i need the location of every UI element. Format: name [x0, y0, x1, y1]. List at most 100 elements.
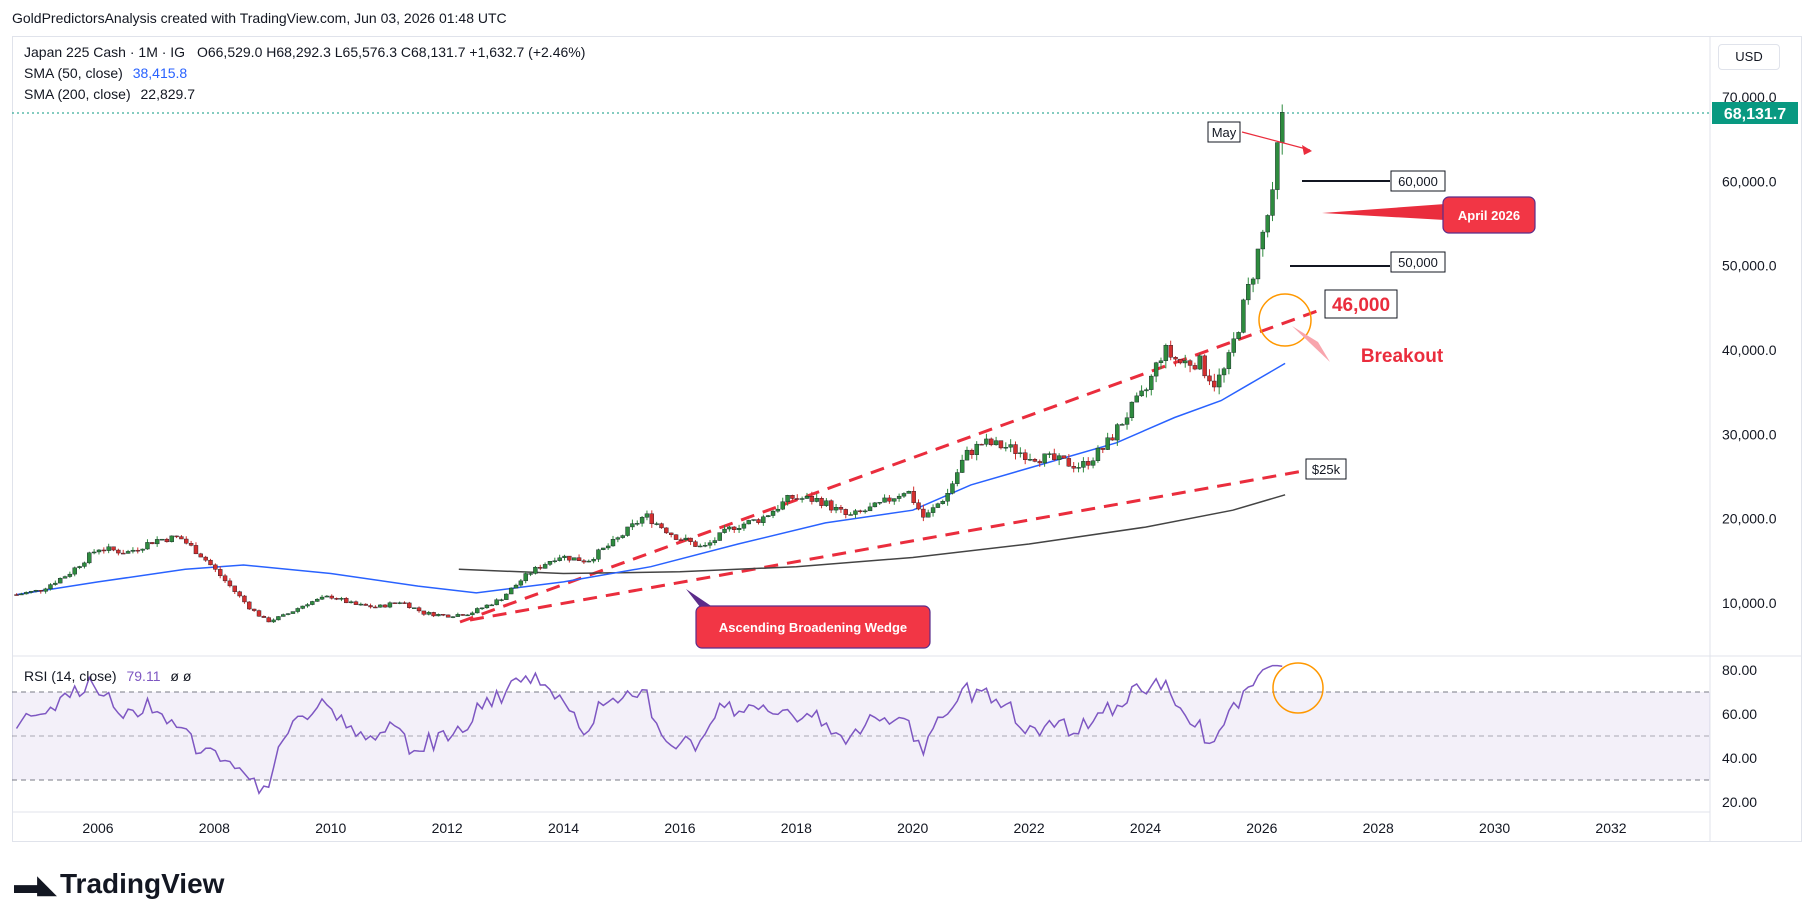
candle-body — [295, 608, 300, 612]
price-tick-label: 70,000.0 — [1722, 89, 1777, 105]
candle-body — [940, 501, 945, 504]
rsi-tick-label: 40.00 — [1722, 750, 1757, 766]
legend-sma50-label: SMA (50, close) — [24, 65, 123, 81]
legend-sma200-value: 22,829.7 — [140, 86, 196, 102]
candle-body — [1158, 360, 1164, 363]
legend-sma50-row[interactable]: SMA (50, close) 38,415.8 — [24, 65, 187, 81]
candle-body — [1100, 447, 1105, 450]
time-tick-label: 2032 — [1595, 820, 1626, 836]
candle-body — [82, 562, 87, 567]
candle-body — [635, 523, 640, 525]
candle-body — [1212, 380, 1217, 388]
candle-body — [1066, 458, 1072, 467]
price-tick-label: 10,000.0 — [1722, 595, 1777, 611]
candle-body — [538, 566, 543, 569]
candle-body — [712, 540, 718, 543]
candle-body — [1221, 368, 1227, 376]
candle-body — [232, 585, 237, 592]
candle-body — [1207, 375, 1212, 382]
tradingview-logo[interactable]: ▬◣ TradingView — [14, 868, 224, 900]
candle-body — [14, 594, 19, 596]
last-price-text: 68,131.7 — [1724, 106, 1786, 123]
candle-body — [896, 495, 902, 499]
candle-body — [1250, 278, 1256, 285]
candle-body — [533, 566, 538, 574]
candle-body — [416, 607, 422, 612]
candle-body — [867, 506, 873, 512]
time-tick-label: 2030 — [1479, 820, 1510, 836]
candle-body — [751, 519, 756, 521]
candle-body — [732, 526, 737, 530]
candle-body — [53, 582, 58, 585]
price-candles — [14, 104, 1285, 623]
candle-body — [1216, 374, 1222, 388]
candle-body — [586, 560, 591, 563]
candle-body — [950, 483, 955, 494]
candle-body — [222, 575, 228, 582]
candle-body — [1139, 390, 1144, 397]
candle-body — [256, 610, 262, 617]
candle-body — [397, 602, 402, 604]
candle-body — [921, 508, 926, 518]
rsi-axis[interactable]: 80.00 60.00 40.00 20.00 — [1722, 662, 1757, 810]
candle-body — [989, 438, 994, 446]
candle-body — [678, 539, 684, 541]
candle-body — [843, 509, 848, 515]
may-label-box — [1207, 121, 1241, 143]
candle-body — [373, 606, 378, 609]
candle-body — [1081, 461, 1086, 468]
candle-body — [591, 558, 596, 562]
time-axis[interactable]: 2006 2008 2010 2012 2014 2016 2018 2020 2022 2024… — [82, 820, 1626, 836]
candle-body — [547, 561, 553, 565]
candle-body — [1255, 248, 1261, 280]
candle-body — [829, 500, 834, 511]
legend-symbol-row[interactable]: Japan 225 Cash · 1M · IG O66,529.0 H68,2… — [24, 44, 585, 60]
wedge-callout — [695, 605, 931, 649]
tradingview-logo-text: TradingView — [60, 868, 225, 899]
candle-body — [281, 614, 286, 617]
candle-body — [135, 549, 140, 552]
candle-body — [1246, 284, 1251, 301]
chart-frame[interactable] — [12, 36, 1802, 842]
candle-body — [804, 496, 810, 499]
candle-body — [799, 498, 805, 500]
candle-body — [431, 612, 436, 617]
candle-body — [916, 502, 921, 510]
candle-body — [91, 551, 97, 554]
time-tick-label: 2024 — [1130, 820, 1161, 836]
candle-body — [998, 440, 1004, 449]
candle-body — [1241, 299, 1246, 333]
candle-body — [24, 592, 29, 595]
candle-body — [892, 498, 897, 502]
candle-body — [926, 512, 931, 518]
candle-body — [339, 598, 344, 600]
april-callout — [1442, 196, 1536, 234]
legend-symbol: Japan 225 Cash · 1M · IG — [24, 44, 186, 60]
candle-body — [969, 449, 975, 455]
candle-body — [324, 595, 330, 598]
currency-button[interactable]: USD — [1718, 44, 1780, 70]
candle-body — [300, 605, 305, 609]
candle-body — [1183, 360, 1188, 364]
candle-body — [445, 614, 451, 618]
candle-body — [780, 501, 785, 510]
candle-body — [285, 613, 291, 615]
candle-body — [620, 535, 625, 538]
legend-rsi-row[interactable]: RSI (14, close) 79.11 ø ø — [24, 668, 191, 684]
may-arrow-head — [1302, 145, 1312, 155]
candle-body — [853, 510, 858, 515]
candle-body — [504, 593, 509, 600]
candle-body — [1275, 142, 1280, 190]
candle-body — [159, 538, 165, 541]
candle-body — [382, 604, 388, 608]
candle-body — [67, 573, 73, 577]
wedge-lower-line — [469, 466, 1321, 622]
legend-sma200-row[interactable]: SMA (200, close) 22,829.7 — [24, 86, 195, 102]
candle-body — [1013, 444, 1018, 454]
price-axis[interactable]: 70,000.0 60,000.0 50,000.0 40,000.0 30,000.0… — [1722, 89, 1777, 611]
candle-body — [484, 604, 490, 609]
candle-body — [276, 616, 281, 621]
level-50k-box — [1390, 251, 1446, 273]
rsi-tick-label: 60.00 — [1722, 706, 1757, 722]
